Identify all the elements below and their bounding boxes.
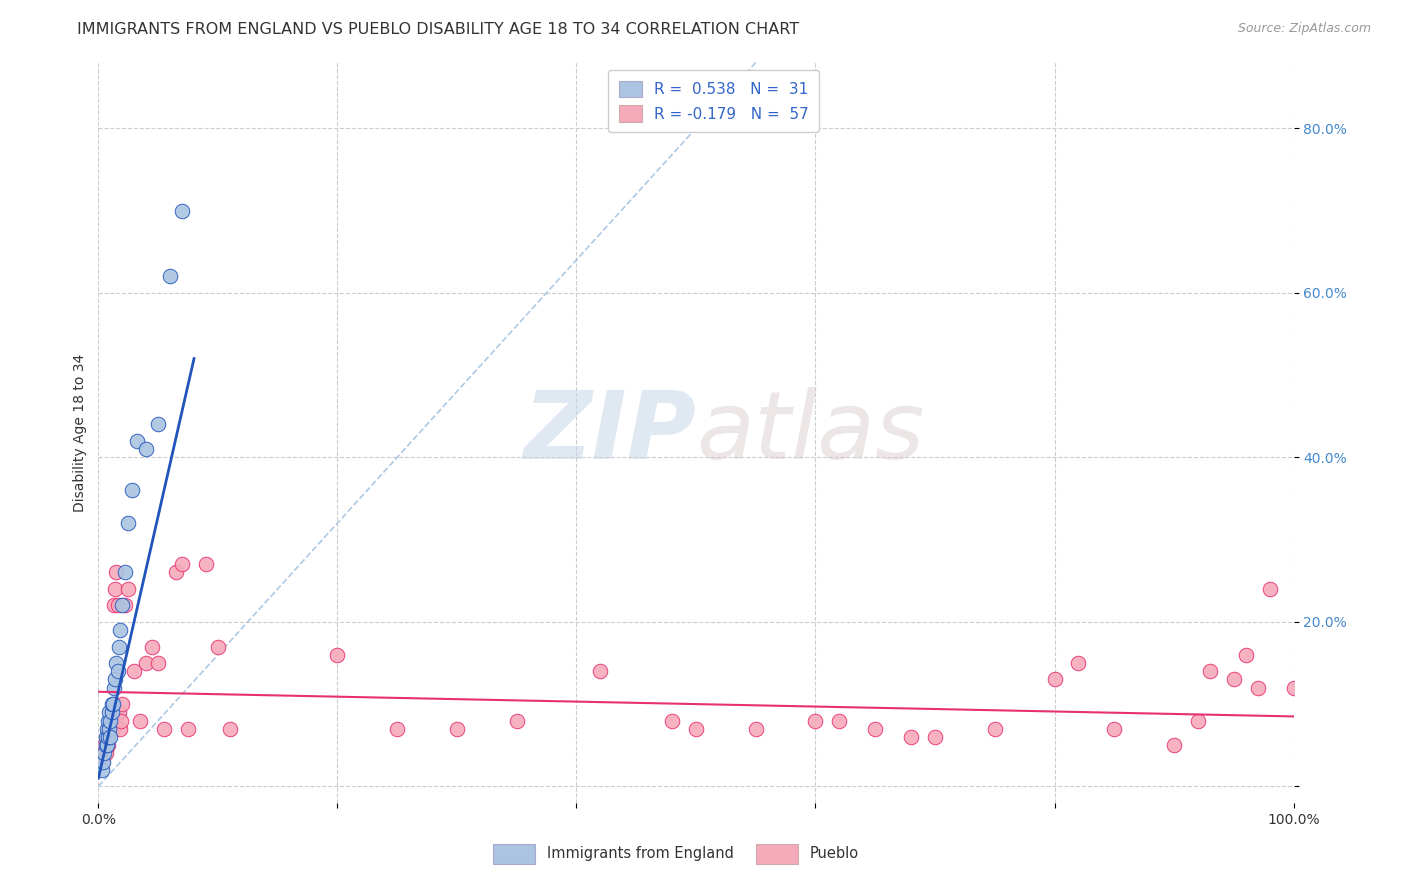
Point	[98, 714, 122, 728]
Point	[661, 714, 683, 728]
Point	[159, 269, 181, 284]
Point	[141, 640, 163, 654]
Point	[105, 656, 128, 670]
Text: atlas: atlas	[696, 387, 924, 478]
Point	[984, 722, 1007, 736]
Point	[1187, 714, 1209, 728]
Point	[101, 722, 124, 736]
Point	[94, 747, 117, 761]
Point	[165, 566, 187, 580]
Text: Immigrants from England: Immigrants from England	[547, 847, 734, 862]
Point	[103, 681, 125, 695]
FancyBboxPatch shape	[756, 844, 797, 863]
Point	[828, 714, 851, 728]
Text: Source: ZipAtlas.com: Source: ZipAtlas.com	[1237, 22, 1371, 36]
Point	[110, 714, 132, 728]
Point	[685, 722, 707, 736]
Point	[100, 697, 122, 711]
Point	[111, 599, 134, 613]
Point	[96, 738, 118, 752]
Point	[1043, 673, 1066, 687]
Point	[101, 697, 124, 711]
Point	[96, 722, 118, 736]
Point	[153, 722, 176, 736]
Point	[177, 722, 200, 736]
Point	[104, 582, 127, 596]
Text: ZIP: ZIP	[523, 386, 696, 479]
Point	[135, 656, 157, 670]
Point	[1282, 681, 1305, 695]
Point	[91, 755, 114, 769]
Point	[97, 738, 120, 752]
Point	[1163, 738, 1185, 752]
Point	[111, 697, 134, 711]
Point	[135, 442, 157, 456]
Point	[326, 648, 349, 662]
Legend: R =  0.538   N =  31, R = -0.179   N =  57: R = 0.538 N = 31, R = -0.179 N = 57	[607, 70, 820, 132]
Point	[129, 714, 152, 728]
Point	[94, 738, 117, 752]
Point	[117, 582, 139, 596]
Point	[195, 558, 218, 572]
Point	[108, 623, 131, 637]
Point	[172, 203, 194, 218]
Point	[98, 722, 122, 736]
Point	[98, 706, 121, 720]
Point	[125, 434, 148, 448]
Point	[98, 730, 122, 744]
Point	[1234, 648, 1257, 662]
Point	[148, 656, 170, 670]
Point	[385, 722, 409, 736]
Point	[96, 730, 118, 744]
Point	[1104, 722, 1126, 736]
Point	[98, 722, 121, 736]
Y-axis label: Disability Age 18 to 34: Disability Age 18 to 34	[73, 353, 87, 512]
Point	[107, 599, 129, 613]
Point	[446, 722, 468, 736]
Point	[924, 730, 946, 744]
Point	[107, 706, 129, 720]
Point	[104, 673, 127, 687]
Point	[97, 714, 120, 728]
Point	[865, 722, 887, 736]
Point	[107, 640, 129, 654]
Point	[108, 722, 131, 736]
Point	[91, 747, 114, 761]
Point	[900, 730, 922, 744]
Point	[124, 664, 146, 678]
Point	[98, 722, 121, 736]
Point	[103, 599, 125, 613]
Point	[1247, 681, 1270, 695]
Point	[589, 664, 612, 678]
Point	[97, 730, 120, 744]
Text: IMMIGRANTS FROM ENGLAND VS PUEBLO DISABILITY AGE 18 TO 34 CORRELATION CHART: IMMIGRANTS FROM ENGLAND VS PUEBLO DISABI…	[77, 22, 800, 37]
Point	[1199, 664, 1222, 678]
Point	[121, 483, 143, 498]
Point	[148, 417, 170, 432]
Point	[93, 738, 115, 752]
Point	[745, 722, 768, 736]
Point	[1223, 673, 1246, 687]
Point	[91, 755, 114, 769]
Point	[105, 566, 128, 580]
Point	[114, 566, 136, 580]
Point	[506, 714, 529, 728]
Point	[207, 640, 229, 654]
Point	[804, 714, 827, 728]
Point	[219, 722, 242, 736]
Point	[100, 714, 122, 728]
Point	[172, 558, 194, 572]
Point	[117, 516, 139, 530]
Point	[100, 706, 122, 720]
Point	[114, 599, 136, 613]
Text: Pueblo: Pueblo	[810, 847, 859, 862]
Point	[1258, 582, 1281, 596]
Point	[107, 664, 129, 678]
Point	[91, 763, 114, 777]
FancyBboxPatch shape	[494, 844, 534, 863]
Point	[94, 730, 117, 744]
Point	[1067, 656, 1090, 670]
Point	[93, 747, 115, 761]
